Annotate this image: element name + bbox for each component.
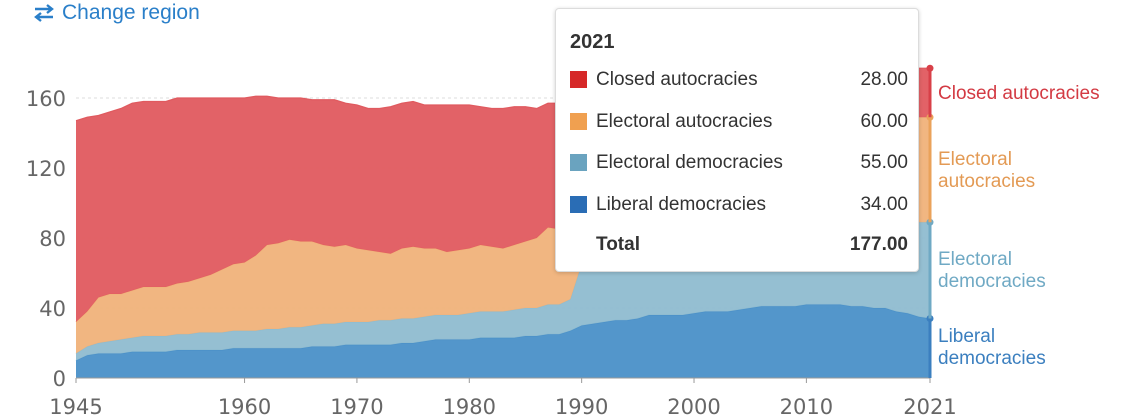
tooltip-total-row: Total 177.00 <box>570 231 908 261</box>
tooltip-row-label: Closed autocracies <box>596 69 758 90</box>
tooltip-swatch <box>570 113 587 130</box>
tooltip-year: 2021 <box>570 31 615 53</box>
tooltip-swatch <box>570 71 587 88</box>
x-tick-label: 1945 <box>49 395 102 418</box>
tooltip: 2021 Closed autocracies 28.00 Electoral … <box>555 8 919 272</box>
x-tick-label: 2000 <box>667 395 720 418</box>
tooltip-row-label: Liberal democracies <box>596 194 767 215</box>
end-label-liberal-democracies: Liberal <box>938 326 995 347</box>
end-label-electoral-democracies: democracies <box>938 271 1046 292</box>
tooltip-swatch <box>570 196 587 213</box>
tooltip-row-label: Electoral autocracies <box>596 111 773 132</box>
end-labels-layer: LiberaldemocraciesElectoraldemocraciesEl… <box>926 64 1100 378</box>
tooltip-row-electoral-democracies: Electoral democracies 55.00 <box>570 149 908 179</box>
x-tick-label: 1970 <box>330 395 383 418</box>
change-region-label: Change region <box>62 1 200 24</box>
area-liberal-democracies <box>76 304 930 378</box>
tooltip-swatch <box>570 154 587 171</box>
x-tick-label: 1980 <box>443 395 496 418</box>
tooltip-total-value: 177.00 <box>849 234 908 255</box>
end-label-liberal-democracies: democracies <box>938 348 1046 369</box>
end-label-electoral-autocracies: Electoral <box>938 149 1012 170</box>
tooltip-row-value: 55.00 <box>860 152 908 173</box>
y-tick-label: 160 <box>26 87 66 111</box>
y-tick-label: 40 <box>39 297 66 321</box>
x-tick-label: 2010 <box>780 395 833 418</box>
y-tick-label: 80 <box>39 227 66 251</box>
tooltip-row-label: Electoral democracies <box>596 152 783 173</box>
tooltip-row-value: 34.00 <box>860 194 908 215</box>
tooltip-row-liberal-democracies: Liberal democracies 34.00 <box>570 191 908 221</box>
end-label-electoral-democracies: Electoral <box>938 249 1012 270</box>
tooltip-row-value: 28.00 <box>860 69 908 90</box>
change-region-button[interactable]: Change region <box>32 1 200 25</box>
tooltip-row-electoral-autocracies: Electoral autocracies 60.00 <box>570 108 908 138</box>
x-tick-label: 1990 <box>555 395 608 418</box>
end-label-electoral-autocracies: autocracies <box>938 171 1035 192</box>
y-tick-label: 0 <box>53 367 66 391</box>
end-label-closed-autocracies: Closed autocracies <box>938 83 1100 104</box>
x-tick-label: 2021 <box>903 395 956 418</box>
y-tick-label: 120 <box>26 157 66 181</box>
tooltip-row-value: 60.00 <box>860 111 908 132</box>
tooltip-row-closed-autocracies: Closed autocracies 28.00 <box>570 66 908 96</box>
swap-arrows-icon <box>34 4 54 22</box>
tooltip-total-label: Total <box>596 234 640 255</box>
x-tick-label: 1960 <box>218 395 271 418</box>
end-marker <box>926 64 934 72</box>
